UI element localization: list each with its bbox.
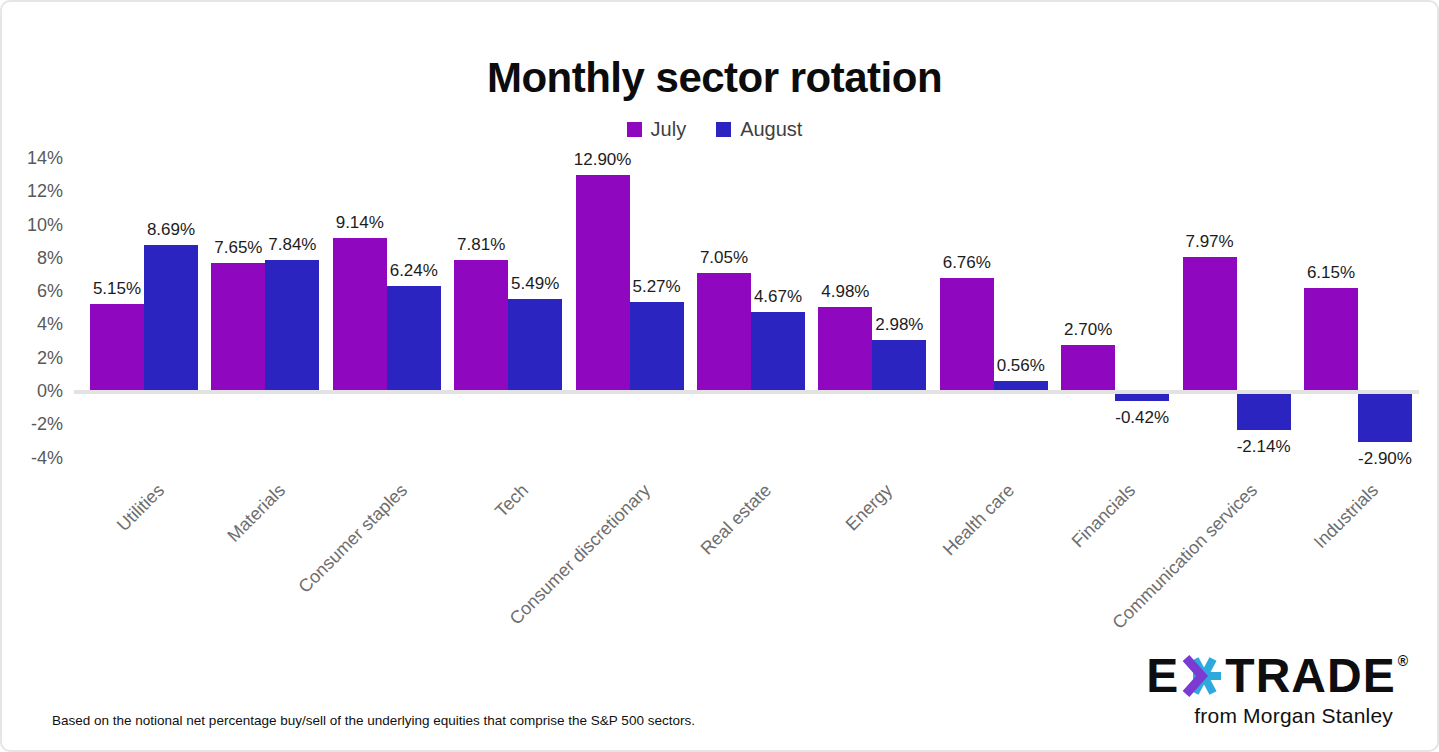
bar-august-materials xyxy=(265,260,319,390)
legend: July August xyxy=(2,118,1427,141)
value-label: 5.49% xyxy=(488,274,582,294)
legend-label-july: July xyxy=(651,118,687,141)
bar-august-energy xyxy=(872,340,926,390)
value-label: 12.90% xyxy=(556,150,650,170)
bar-august-industrials xyxy=(1358,394,1412,442)
y-axis-tick: 4% xyxy=(5,314,63,335)
category-label: Utilities xyxy=(0,480,169,679)
value-label: -2.90% xyxy=(1338,449,1432,469)
registered-mark: ® xyxy=(1398,654,1409,668)
etrade-wordmark: E TRADE ® xyxy=(1146,652,1409,700)
value-label: 5.27% xyxy=(610,277,704,297)
zero-axis-line xyxy=(74,390,1419,394)
category-label: Energy xyxy=(699,480,898,679)
value-label: 2.98% xyxy=(852,315,946,335)
category-label: Real estate xyxy=(577,480,776,679)
july-swatch-icon xyxy=(627,122,642,137)
y-axis-tick: 8% xyxy=(5,248,63,269)
value-label: 6.15% xyxy=(1284,263,1378,283)
value-label: 6.24% xyxy=(367,261,461,281)
value-label: 7.84% xyxy=(245,235,339,255)
value-label: 5.15% xyxy=(70,279,164,299)
y-axis-tick: 10% xyxy=(5,215,63,236)
category-label: Health care xyxy=(820,480,1019,679)
y-axis-tick: 0% xyxy=(5,381,63,402)
bar-july-utilities xyxy=(90,304,144,390)
legend-item-august: August xyxy=(716,118,802,141)
logo-letter-e: E xyxy=(1146,652,1179,700)
value-label: 7.81% xyxy=(434,235,528,255)
logo-tagline: from Morgan Stanley xyxy=(1146,704,1393,728)
category-label: Consumer staples xyxy=(213,480,412,679)
legend-label-august: August xyxy=(740,118,802,141)
august-swatch-icon xyxy=(716,122,731,137)
value-label: 9.14% xyxy=(313,213,407,233)
y-axis-tick: -4% xyxy=(5,448,63,469)
value-label: 6.76% xyxy=(920,253,1014,273)
y-axis-tick: 2% xyxy=(5,348,63,369)
legend-item-july: July xyxy=(627,118,687,141)
bar-august-tech xyxy=(508,299,562,390)
category-label: Consumer discretionary xyxy=(456,480,655,679)
y-axis-tick: 14% xyxy=(5,148,63,169)
value-label: -2.14% xyxy=(1217,437,1311,457)
category-label: Materials xyxy=(92,480,291,679)
bar-july-materials xyxy=(211,263,265,390)
value-label: 0.56% xyxy=(974,356,1068,376)
category-label: Tech xyxy=(334,480,533,679)
bar-july-communication-services xyxy=(1183,257,1237,390)
footnote: Based on the notional net percentage buy… xyxy=(52,713,695,728)
bar-august-financials xyxy=(1115,394,1169,401)
value-label: -0.42% xyxy=(1095,408,1189,428)
plot-area: 14%12%10%8%6%4%2%0%-2%-4%5.15%8.69%Utili… xyxy=(77,152,1422,482)
bar-july-industrials xyxy=(1304,288,1358,390)
value-label: 4.98% xyxy=(798,282,892,302)
bar-august-health-care xyxy=(994,381,1048,390)
category-label: Financials xyxy=(941,480,1140,679)
value-label: 7.97% xyxy=(1163,232,1257,252)
y-axis-tick: 6% xyxy=(5,281,63,302)
logo-word-trade: TRADE xyxy=(1225,652,1395,700)
bar-august-communication-services xyxy=(1237,394,1291,430)
bar-july-financials xyxy=(1061,345,1115,390)
chart-card: Monthly sector rotation July August 14%1… xyxy=(0,0,1439,752)
y-axis-tick: -2% xyxy=(5,414,63,435)
value-label: 7.05% xyxy=(677,248,771,268)
bar-august-real-estate xyxy=(751,312,805,390)
bar-august-consumer-discretionary xyxy=(630,302,684,390)
value-label: 2.70% xyxy=(1041,320,1135,340)
bar-august-utilities xyxy=(144,245,198,390)
bar-august-consumer-staples xyxy=(387,286,441,390)
y-axis-tick: 12% xyxy=(5,181,63,202)
chart-title: Monthly sector rotation xyxy=(2,54,1427,102)
